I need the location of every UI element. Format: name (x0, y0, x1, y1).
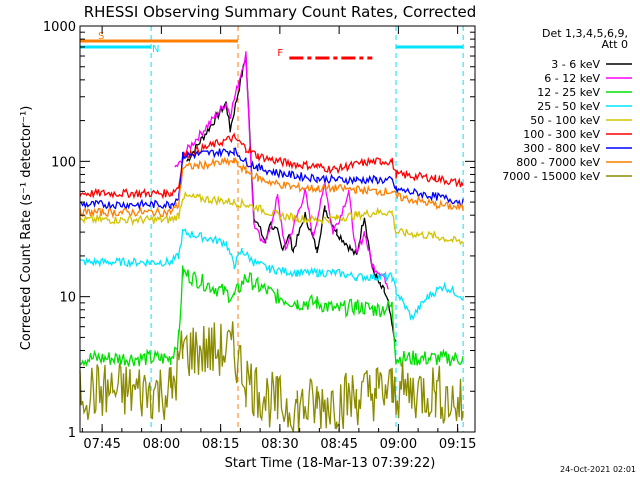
x-tick-label: 08:00 (143, 437, 180, 452)
series-line (79, 265, 464, 367)
flag-label-s: S (98, 31, 104, 42)
x-tick-label: 08:45 (320, 437, 357, 452)
legend-label: 800 - 7000 keV (516, 156, 600, 169)
series-line (174, 51, 389, 290)
legend-label: 7000 - 15000 keV (502, 170, 600, 183)
y-tick-label: 10 (59, 291, 76, 306)
flag-label-n: N (152, 44, 159, 55)
footer-date: 24-Oct-2021 02:01 (560, 465, 636, 474)
x-tick-label: 09:00 (380, 437, 417, 452)
legend-label: 25 - 50 keV (537, 100, 600, 113)
series-line (79, 156, 464, 219)
x-tick-label: 08:15 (202, 437, 239, 452)
legend-label: 100 - 300 keV (523, 128, 600, 141)
chart-title: RHESSI Observing Summary Count Rates, Co… (84, 3, 477, 21)
y-axis-label: Corrected Count Rate (s⁻¹ detector⁻¹) (19, 106, 34, 351)
flag-label-f: F (277, 48, 283, 59)
plot-layer: S N F 07:45 08:00 08:15 08:30 08:45 09:00 09:15 1 1… (43, 20, 476, 452)
plot-frame (79, 25, 476, 433)
legend-header: Att 0 (602, 38, 628, 51)
legend-label: 3 - 6 keV (551, 58, 600, 71)
series-line (79, 228, 464, 321)
series-line (79, 190, 464, 246)
series-line (79, 132, 464, 200)
series-line (79, 147, 464, 211)
legend-label: 6 - 12 keV (544, 72, 600, 85)
y-tick-label: 100 (51, 155, 76, 170)
x-tick-label: 09:15 (439, 437, 476, 452)
series-line (186, 55, 397, 343)
y-tick-label: 1 (68, 426, 76, 441)
legend-label: 300 - 800 keV (523, 142, 600, 155)
legend-label: 50 - 100 keV (530, 114, 600, 127)
x-tick-label: 07:45 (83, 437, 120, 452)
x-tick-label: 08:30 (261, 437, 298, 452)
x-axis-label: Start Time (18-Mar-13 07:39:22) (225, 456, 436, 471)
legend-header: Det 1,3,4,5,6,9, (542, 27, 628, 40)
series-line (79, 321, 464, 433)
legend-label: 12 - 25 keV (537, 86, 600, 99)
y-tick-label: 1000 (43, 20, 76, 35)
